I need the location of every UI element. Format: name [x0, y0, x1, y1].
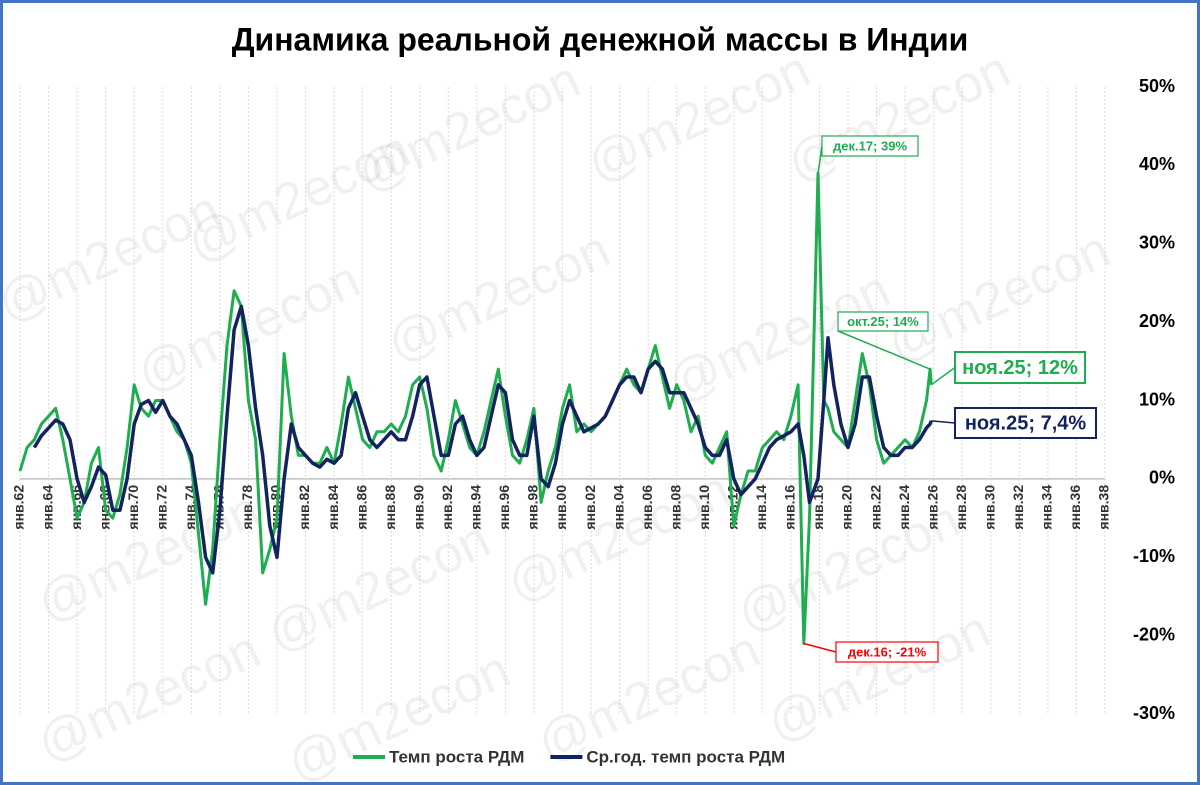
- x-tick-label: янв.84: [325, 485, 341, 530]
- x-tick-label: янв.70: [125, 485, 141, 530]
- x-tick-label: янв.94: [468, 485, 484, 530]
- annotation-box: [954, 407, 1097, 439]
- x-tick-label: янв.26: [924, 485, 940, 530]
- legend-label: Темп роста РДМ: [389, 747, 524, 766]
- x-tick-label: янв.62: [11, 485, 27, 530]
- x-tick-label: янв.98: [525, 485, 541, 530]
- x-tick-label: янв.90: [410, 485, 426, 530]
- annotation-label: дек.17; 39%: [833, 138, 907, 153]
- annotation-label: ноя.25; 7,4%: [965, 412, 1087, 434]
- annotation-leader: [930, 366, 956, 386]
- y-tick-label: 20%: [1139, 311, 1175, 331]
- x-tick-label: янв.38: [1096, 485, 1112, 530]
- x-tick-label: янв.16: [782, 485, 798, 530]
- annotation-leader: [931, 420, 956, 424]
- y-tick-label: -10%: [1133, 546, 1175, 566]
- x-tick-label: янв.22: [867, 485, 883, 530]
- y-tick-label: 40%: [1139, 154, 1175, 174]
- annotation-leader: [803, 642, 837, 653]
- x-tick-label: янв.92: [439, 485, 455, 530]
- y-tick-label: 10%: [1139, 389, 1175, 409]
- x-tick-label: янв.64: [39, 485, 55, 530]
- x-tick-label: янв.28: [953, 485, 969, 530]
- series-line: [32, 304, 933, 575]
- annotation-box: [821, 135, 919, 157]
- x-tick-label: янв.20: [839, 485, 855, 530]
- x-tick-label: янв.34: [1039, 485, 1055, 530]
- x-tick-label: янв.86: [353, 485, 369, 530]
- x-tick-label: янв.88: [382, 485, 398, 530]
- series-line: [18, 171, 933, 645]
- x-tick-label: янв.96: [496, 485, 512, 530]
- annotation-label: дек.16; -21%: [848, 644, 927, 659]
- annotation-box: [835, 641, 939, 663]
- x-tick-label: янв.04: [610, 485, 626, 530]
- y-tick-label: 30%: [1139, 233, 1175, 253]
- legend-label: Ср.год. темп роста РДМ: [586, 747, 785, 766]
- annotation-box: [837, 311, 929, 332]
- x-tick-label: янв.06: [639, 485, 655, 530]
- x-tick-label: янв.10: [696, 485, 712, 530]
- x-tick-label: янв.32: [1010, 485, 1026, 530]
- y-tick-label: -30%: [1133, 703, 1175, 723]
- annotation-label: окт.25; 14%: [847, 314, 919, 329]
- x-tick-label: янв.18: [810, 485, 826, 530]
- annotation-leader: [837, 330, 931, 370]
- annotation-label: ноя.25; 12%: [962, 357, 1078, 379]
- chart-title: Динамика реальной денежной массы в Индии: [232, 21, 969, 57]
- annotation-leader: [817, 145, 823, 174]
- x-tick-label: янв.78: [239, 485, 255, 530]
- x-tick-label: янв.72: [153, 485, 169, 530]
- x-tick-label: янв.14: [753, 485, 769, 530]
- x-tick-label: янв.36: [1067, 485, 1083, 530]
- x-tick-label: янв.82: [296, 485, 312, 530]
- x-tick-label: янв.02: [582, 485, 598, 530]
- x-tick-label: янв.08: [667, 485, 683, 530]
- x-tick-label: янв.00: [553, 485, 569, 530]
- annotation-box: [954, 351, 1086, 384]
- x-tick-label: янв.30: [981, 485, 997, 530]
- y-tick-label: 0%: [1149, 468, 1175, 488]
- x-tick-label: янв.24: [896, 485, 912, 530]
- y-tick-label: 50%: [1139, 76, 1175, 96]
- y-tick-label: -20%: [1133, 624, 1175, 644]
